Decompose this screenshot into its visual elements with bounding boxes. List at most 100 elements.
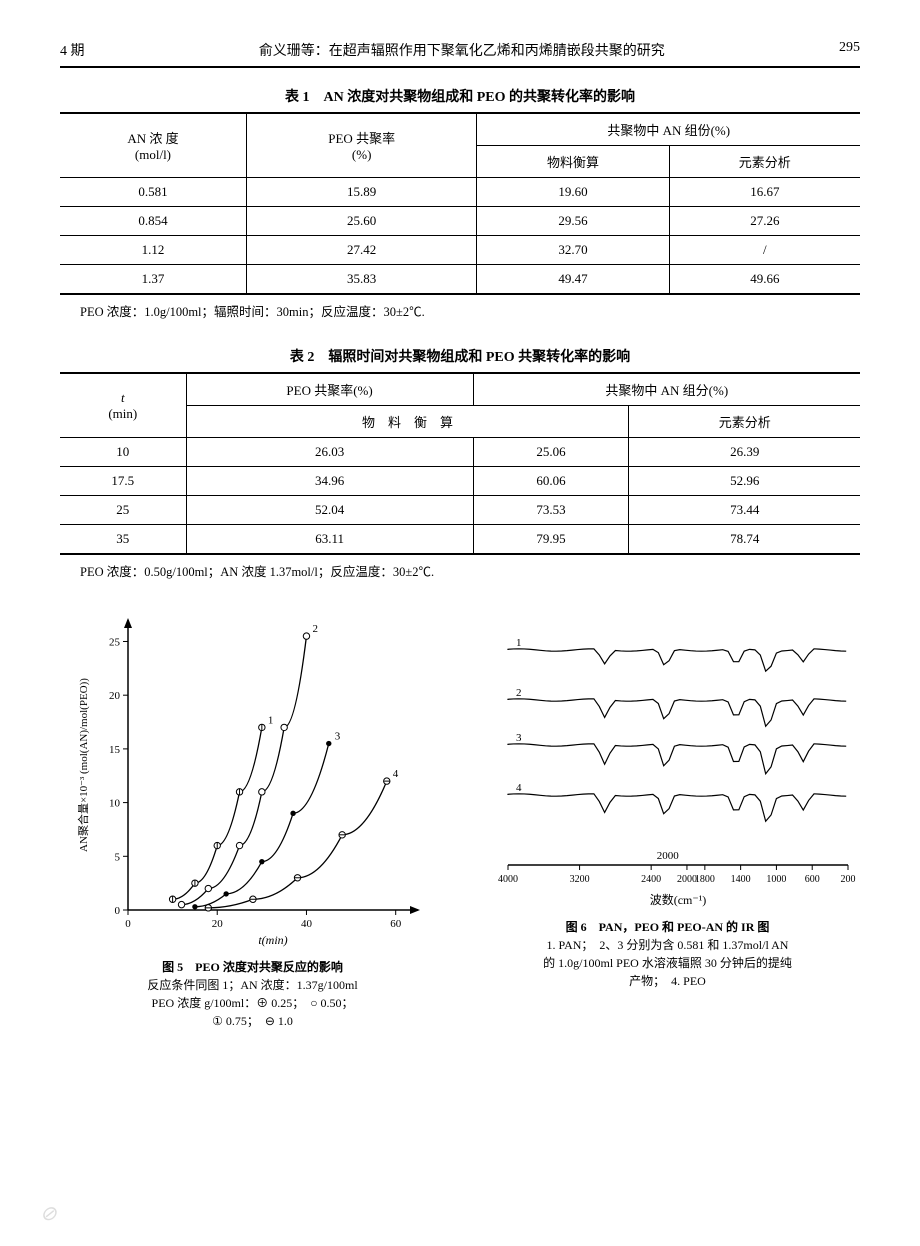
table-cell: 17.5	[60, 467, 186, 496]
svg-text:20: 20	[211, 918, 223, 930]
svg-text:3: 3	[334, 731, 340, 743]
table-cell: 73.44	[629, 496, 860, 525]
table-cell: 35	[60, 525, 186, 555]
t1-h-sub2: 元素分析	[669, 146, 860, 178]
table-cell: 35.83	[246, 265, 477, 295]
svg-text:2400: 2400	[641, 874, 661, 885]
running-title: 俞义珊等：在超声辐照作用下聚氧化乙烯和丙烯腈嵌段共聚的研究	[259, 40, 665, 60]
t1-h-sub1: 物料衡算	[477, 146, 669, 178]
table-cell: 73.53	[473, 496, 629, 525]
svg-text:2000: 2000	[656, 850, 679, 862]
table1-title: 表 1 AN 浓度对共聚物组成和 PEO 的共聚转化率的影响	[60, 86, 860, 106]
table-cell: /	[669, 236, 860, 265]
table-cell: 26.39	[629, 438, 860, 467]
table-row: 0.85425.6029.5627.26	[60, 207, 860, 236]
fig6-cap-2: 的 1.0g/100ml PEO 水溶液辐照 30 分钟后的提纯	[475, 954, 860, 972]
table-cell: 19.60	[477, 178, 669, 207]
fig5-title: 图 5 PEO 浓度对共聚反应的影响	[60, 958, 445, 976]
table-row: 0.58115.8919.6016.67	[60, 178, 860, 207]
table2: t (min) PEO 共聚率(%) 共聚物中 AN 组分(%) 物 料 衡 算…	[60, 372, 860, 555]
svg-text:AN聚合量×10⁻³ (mol(AN)/mol(PEO)): AN聚合量×10⁻³ (mol(AN)/mol(PEO))	[76, 678, 90, 852]
table-cell: 27.26	[669, 207, 860, 236]
table1-note: PEO 浓度：1.0g/100ml；辐照时间：30min；反应温度：30±2℃.	[80, 301, 860, 320]
page-number: 295	[839, 40, 860, 60]
svg-text:2: 2	[516, 687, 522, 699]
fig6-cap-3: 产物； 4. PEO	[475, 972, 860, 990]
svg-text:20: 20	[109, 690, 121, 702]
table2-note: PEO 浓度：0.50g/100ml；AN 浓度 1.37mol/l；反应温度：…	[80, 561, 860, 580]
svg-text:3200: 3200	[569, 874, 589, 885]
table-cell: 63.11	[186, 525, 473, 555]
svg-text:1: 1	[267, 714, 273, 726]
table-cell: 16.67	[669, 178, 860, 207]
table-row: 1.1227.4232.70/	[60, 236, 860, 265]
svg-text:2: 2	[312, 623, 318, 635]
table-cell: 1.37	[60, 265, 246, 295]
table-cell: 78.74	[629, 525, 860, 555]
t2-h-c1b: (min)	[68, 406, 178, 422]
svg-text:1800: 1800	[694, 874, 714, 885]
svg-text:波数(cm⁻¹): 波数(cm⁻¹)	[649, 892, 706, 907]
fig6-title: 图 6 PAN，PEO 和 PEO-AN 的 IR 图	[475, 918, 860, 936]
table2-title: 表 2 辐照时间对共聚物组成和 PEO 共聚转化率的影响	[60, 346, 860, 366]
fig5-cap-1: 反应条件同图 1；AN 浓度：1.37g/100ml	[60, 976, 445, 994]
table-cell: 49.47	[477, 265, 669, 295]
svg-text:4: 4	[516, 782, 522, 794]
table-cell: 49.66	[669, 265, 860, 295]
svg-text:1: 1	[516, 637, 522, 649]
table-cell: 15.89	[246, 178, 477, 207]
t2-h-c1a: t	[68, 390, 178, 406]
svg-text:4000: 4000	[498, 874, 518, 885]
table-cell: 29.56	[477, 207, 669, 236]
t2-h-subright: 元素分析	[629, 406, 860, 438]
svg-text:40: 40	[300, 918, 312, 930]
svg-text:3: 3	[516, 732, 522, 744]
table-cell: 60.06	[473, 467, 629, 496]
svg-text:1000: 1000	[766, 874, 786, 885]
t1-h-c1a: AN 浓 度	[68, 128, 238, 147]
figure6-chart: 4000 3200 2400 2000 1800 1400 1000 600 200 波数(cm⁻…	[478, 610, 858, 910]
table-row: 17.534.9660.0652.96	[60, 467, 860, 496]
fig5-cap-3: ① 0.75； ⊖ 1.0	[60, 1012, 445, 1030]
t1-h-c1b: (mol/l)	[68, 147, 238, 163]
t2-h-submid: 物 料 衡 算	[186, 406, 629, 438]
scan-watermark-icon: ⊘	[40, 1201, 57, 1226]
fig6-cap-1: 1. PAN； 2、3 分别为含 0.581 和 1.37mol/l AN	[475, 936, 860, 954]
svg-text:600: 600	[804, 874, 819, 885]
fig5-cap-2: PEO 浓度 g/100ml：⊕ 0.25； ○ 0.50；	[60, 994, 445, 1012]
table-cell: 52.96	[629, 467, 860, 496]
svg-text:0: 0	[125, 918, 131, 930]
t1-h-c2b: (%)	[255, 147, 469, 163]
t2-h-group: 共聚物中 AN 组分(%)	[473, 373, 860, 406]
table-row: 2552.0473.5373.44	[60, 496, 860, 525]
svg-text:60: 60	[390, 918, 402, 930]
table-cell: 1.12	[60, 236, 246, 265]
figure5-chart: 02040600510152025t(min)AN聚合量×10⁻³ (mol(A…	[73, 610, 433, 950]
table-cell: 52.04	[186, 496, 473, 525]
table-cell: 32.70	[477, 236, 669, 265]
svg-text:t(min): t(min)	[258, 933, 287, 947]
table-cell: 0.854	[60, 207, 246, 236]
table1: AN 浓 度 (mol/l) PEO 共聚率 (%) 共聚物中 AN 组份(%)…	[60, 112, 860, 295]
t1-h-group: 共聚物中 AN 组份(%)	[477, 113, 860, 146]
svg-text:5: 5	[114, 851, 120, 863]
table-cell: 27.42	[246, 236, 477, 265]
running-header: 4 期 俞义珊等：在超声辐照作用下聚氧化乙烯和丙烯腈嵌段共聚的研究 295	[60, 40, 860, 68]
t2-h-c2: PEO 共聚率(%)	[186, 373, 473, 406]
table-cell: 0.581	[60, 178, 246, 207]
svg-text:200: 200	[840, 874, 855, 885]
issue-number: 4 期	[60, 40, 85, 60]
t1-h-c2a: PEO 共聚率	[255, 128, 469, 147]
table-cell: 34.96	[186, 467, 473, 496]
svg-text:15: 15	[109, 744, 121, 756]
svg-text:4: 4	[392, 768, 398, 780]
svg-text:10: 10	[109, 798, 121, 810]
svg-text:1400: 1400	[730, 874, 750, 885]
table-row: 1.3735.8349.4749.66	[60, 265, 860, 295]
figure6: 4000 3200 2400 2000 1800 1400 1000 600 200 波数(cm⁻…	[475, 610, 860, 1030]
svg-text:25: 25	[109, 636, 121, 648]
table-row: 3563.1179.9578.74	[60, 525, 860, 555]
table-cell: 79.95	[473, 525, 629, 555]
table-cell: 26.03	[186, 438, 473, 467]
table-row: 1026.0325.0626.39	[60, 438, 860, 467]
